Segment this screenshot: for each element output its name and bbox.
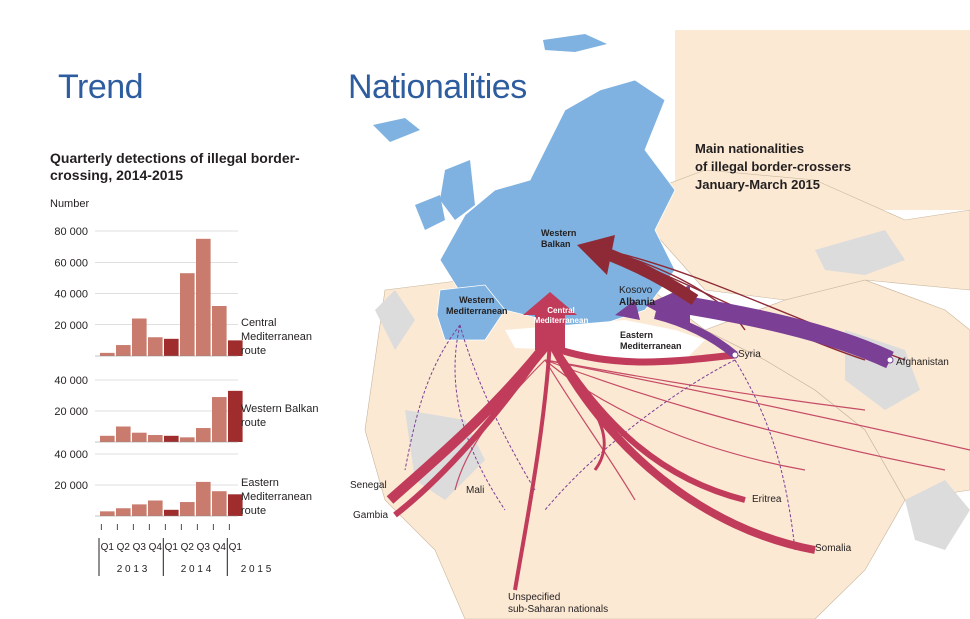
eritrea-label: Eritrea xyxy=(752,494,782,505)
map-title-line2: of illegal border-crossers xyxy=(695,159,852,174)
y-tick-label: 20 000 xyxy=(54,406,88,418)
central-mediterranean-arrowhead xyxy=(523,292,577,350)
bar xyxy=(164,509,179,516)
svalbard xyxy=(543,34,607,52)
bar xyxy=(148,500,163,516)
chart-title: Quarterly detections of illegal border-c… xyxy=(50,150,300,183)
y-tick-label: 20 000 xyxy=(54,320,88,332)
bar xyxy=(100,435,115,442)
central-mediterranean-flows xyxy=(386,336,816,591)
bar xyxy=(196,481,211,516)
quarter-label: Q1 xyxy=(229,542,243,553)
bar xyxy=(180,273,195,356)
quarter-label: Q4 xyxy=(213,542,227,553)
kosovo-albania-arrow xyxy=(615,300,640,320)
quarter-label: Q4 xyxy=(149,542,163,553)
y-tick-label: 40 000 xyxy=(54,289,88,301)
western-balkan-route-label: Western Balkan route xyxy=(241,403,319,429)
quarter-label: Q2 xyxy=(181,542,195,553)
bar xyxy=(212,491,227,516)
senegal-label: Senegal xyxy=(350,480,387,491)
nationalities-title: Nationalities xyxy=(348,68,527,106)
syria-label: Syria xyxy=(738,349,761,360)
bar xyxy=(212,397,227,442)
grey-region xyxy=(375,290,415,350)
year-label: 2 0 1 5 xyxy=(241,564,272,575)
unspecified-label: Unspecified sub-Saharan nationals xyxy=(508,592,609,615)
europe-eu xyxy=(439,79,676,331)
iceland xyxy=(373,118,420,142)
bar xyxy=(148,435,163,442)
syria-flow xyxy=(654,311,738,359)
mali-label: Mali xyxy=(466,485,485,496)
bar xyxy=(180,437,195,442)
western-balkan-flow xyxy=(607,249,699,305)
quarter-label: Q1 xyxy=(101,542,115,553)
syria-marker xyxy=(731,351,739,359)
quarter-label: Q3 xyxy=(197,542,211,553)
trend-title: Trend xyxy=(58,68,144,106)
map-title-line1: Main nationalities xyxy=(695,141,805,156)
grey-region xyxy=(905,480,970,550)
y-tick-label: 40 000 xyxy=(54,375,88,387)
western-balkan-label: Western Balkan xyxy=(541,228,577,249)
afghanistan-flow xyxy=(683,296,894,369)
bar xyxy=(132,432,147,442)
map-title: Main nationalities of illegal border-cro… xyxy=(695,140,915,194)
bar xyxy=(164,435,179,442)
bar xyxy=(228,390,243,442)
bar xyxy=(228,494,243,516)
bar xyxy=(116,345,131,356)
y-tick-label: 20 000 xyxy=(54,480,88,492)
central-route-label: Central Mediterranean route xyxy=(241,317,312,357)
migration-map xyxy=(364,30,970,619)
bar xyxy=(132,504,147,516)
bar xyxy=(100,511,115,516)
year-label: 2 0 1 4 xyxy=(181,564,212,575)
bar xyxy=(100,352,115,356)
map-title-line3: January-March 2015 xyxy=(695,177,821,192)
somalia-label: Somalia xyxy=(815,543,852,554)
western-balkan-arrowhead xyxy=(577,235,615,275)
central-mediterranean-label: Central Mediterranean xyxy=(533,306,589,325)
trend-bar-charts: 20 000 40 000 60 000 80 000 20 000 40 000 20 0… xyxy=(54,226,272,576)
bar xyxy=(196,238,211,356)
afghanistan-marker xyxy=(886,356,894,364)
afghanistan-label: Afghanistan xyxy=(896,357,949,368)
y-tick-label: 60 000 xyxy=(54,257,88,269)
y-axis-label: Number xyxy=(50,198,90,210)
bar xyxy=(116,426,131,442)
y-tick-label: 40 000 xyxy=(54,449,88,461)
bar xyxy=(164,338,179,356)
bar xyxy=(132,318,147,356)
grey-region xyxy=(815,230,905,275)
gambia-label: Gambia xyxy=(353,510,389,521)
quarter-label: Q3 xyxy=(133,542,147,553)
bar xyxy=(196,428,211,442)
bar xyxy=(228,340,243,356)
quarter-label: Q1 xyxy=(165,542,179,553)
eastern-mediterranean-label: Eastern Mediterranean xyxy=(620,330,682,351)
quarter-label: Q2 xyxy=(117,542,131,553)
great-britain xyxy=(440,160,475,220)
ireland xyxy=(415,195,445,230)
eastern-route-label: Eastern Mediterranean route xyxy=(241,477,312,517)
year-label: 2 0 1 3 xyxy=(117,564,148,575)
y-tick-label: 80 000 xyxy=(54,226,88,238)
bar xyxy=(212,306,227,356)
kosovo-albania-label: Kosovo Albania xyxy=(619,285,656,308)
bar xyxy=(180,502,195,516)
western-mediterranean-label: Western Mediterranean xyxy=(446,295,508,316)
iberia xyxy=(436,284,506,341)
bar xyxy=(116,508,131,516)
bar xyxy=(148,337,163,356)
